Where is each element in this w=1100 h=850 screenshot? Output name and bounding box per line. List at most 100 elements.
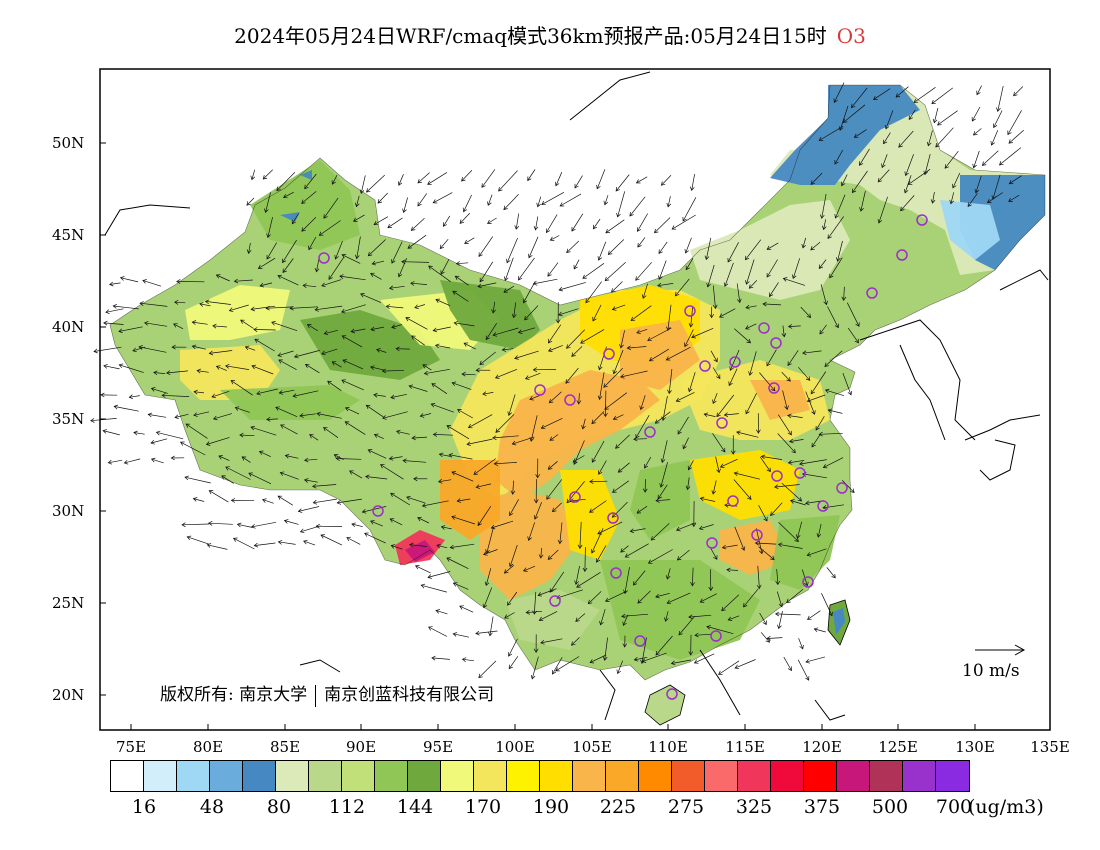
wind-arrowhead	[533, 515, 539, 520]
wind-arrowhead	[883, 139, 888, 145]
wind-arrowhead	[587, 599, 593, 605]
wind-arrowhead	[762, 301, 767, 307]
wind-arrow	[655, 635, 673, 656]
wind-arrowhead	[443, 222, 448, 227]
wind-arrow	[973, 128, 982, 136]
wind-arrow	[573, 259, 580, 270]
wind-arrowhead	[331, 361, 337, 366]
lat-label: 50N	[52, 134, 85, 152]
wind-arrow	[833, 82, 845, 103]
wind-arrowhead	[706, 625, 711, 630]
wind-arrow	[524, 305, 539, 321]
coastline	[699, 649, 741, 716]
wind-arrow	[546, 214, 558, 233]
wind-arrowhead	[775, 580, 781, 586]
wind-arrow	[736, 431, 759, 438]
wind-arrowhead	[391, 324, 396, 329]
wind-arrowhead	[411, 435, 416, 441]
wind-arrowhead	[301, 199, 306, 204]
wind-arrow	[502, 348, 514, 351]
wind-arrowhead	[665, 356, 671, 361]
wind-arrow	[267, 217, 273, 238]
station-circle	[699, 360, 711, 372]
wind-arrow	[463, 342, 476, 350]
wind-arrowhead	[339, 274, 344, 279]
wind-arrowhead	[93, 348, 98, 354]
wind-arrowhead	[678, 630, 683, 636]
wind-arrowhead	[485, 549, 490, 554]
wind-arrow	[828, 409, 843, 414]
wind-arrow	[678, 615, 696, 636]
wind-arrowhead	[932, 118, 938, 124]
wind-arrow	[452, 290, 469, 302]
wind-arrow	[380, 464, 404, 480]
wind-arrow	[783, 278, 806, 286]
wind-arrowhead	[215, 274, 221, 279]
wind-arrow	[843, 104, 866, 123]
wind-arrowhead	[658, 275, 663, 280]
wind-arrowhead	[215, 365, 221, 370]
wind-arrowhead	[240, 319, 245, 324]
station-circle	[727, 495, 739, 507]
wind-arrow	[552, 502, 562, 512]
concentration-patch	[185, 285, 290, 340]
wind-arrowhead	[475, 630, 480, 636]
wind-arrow	[841, 174, 848, 186]
wind-arrow	[675, 278, 690, 297]
wind-arrow	[349, 470, 363, 479]
wind-arrow	[495, 368, 518, 379]
wind-arrowhead	[417, 178, 423, 184]
wind-arrowhead	[297, 508, 303, 513]
wind-arrowhead	[721, 544, 727, 550]
wind-arrow	[743, 588, 759, 608]
wind-arrow	[341, 304, 366, 313]
wind-arrowhead	[756, 584, 762, 590]
wind-arrow	[251, 365, 274, 375]
wind-arrowhead	[321, 282, 326, 288]
wind-arrowhead	[1008, 197, 1013, 202]
wind-arrow	[596, 545, 607, 563]
wind-arrowhead	[571, 641, 576, 646]
station-circle	[896, 249, 908, 261]
wind-arrow	[504, 612, 515, 619]
wind-arrowhead	[205, 441, 211, 446]
wind-arrow	[662, 396, 668, 421]
wind-arrow	[251, 521, 276, 528]
wind-arrow	[976, 85, 982, 95]
wind-arrow	[398, 174, 404, 186]
wind-arrow	[225, 365, 250, 370]
concentration-patch	[440, 280, 540, 350]
species-label: O3	[836, 24, 866, 48]
wind-arrow	[477, 282, 497, 287]
wind-arrowhead	[463, 342, 469, 347]
wind-arrow	[438, 479, 452, 483]
wind-arrowhead	[430, 403, 436, 408]
wind-arrow	[847, 327, 859, 344]
wind-arrow	[778, 414, 792, 436]
wind-arrow	[722, 544, 738, 549]
copyright-university: 版权所有: 南京大学	[160, 685, 308, 705]
wind-arrow	[788, 325, 801, 327]
wind-arrow	[370, 366, 384, 371]
wind-arrow	[468, 414, 493, 429]
wind-arrowhead	[723, 412, 729, 418]
wind-arrowhead	[191, 344, 197, 350]
wind-arrow	[682, 437, 689, 449]
wind-arrow	[282, 258, 294, 273]
wind-arrow	[635, 415, 650, 439]
wind-arrow	[331, 174, 338, 185]
wind-arrow	[353, 214, 365, 222]
wind-arrowhead	[766, 467, 771, 473]
wind-arrowhead	[517, 275, 523, 281]
wind-arrowhead	[306, 324, 312, 329]
wind-arrow	[821, 194, 827, 219]
copyright-divider	[315, 684, 317, 707]
wind-arrow	[324, 329, 338, 335]
wind-arrowhead	[315, 523, 320, 529]
wind-arrow	[453, 582, 469, 590]
wind-arrowhead	[335, 456, 340, 461]
wind-arrowhead	[402, 208, 407, 214]
wind-arrow	[613, 414, 624, 420]
wind-arrow	[337, 498, 362, 504]
wind-arrowhead	[782, 277, 788, 282]
